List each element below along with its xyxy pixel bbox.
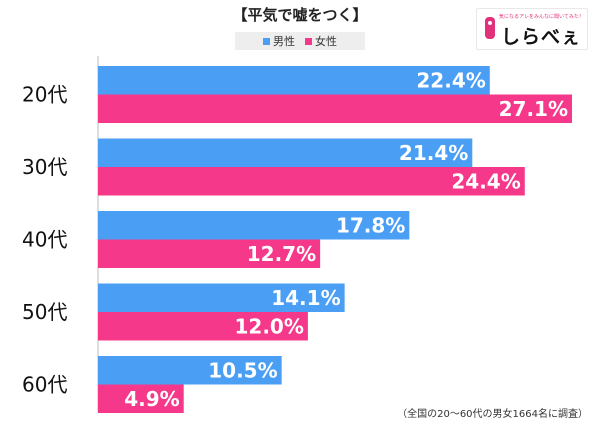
bar-male xyxy=(98,356,282,385)
legend-item-female: 女性 xyxy=(305,33,337,49)
shirabee-logo-icon xyxy=(485,17,495,39)
bar-male xyxy=(98,283,345,312)
value-label-male: 22.4% xyxy=(416,68,485,92)
bar-female xyxy=(98,312,308,341)
value-label-male: 14.1% xyxy=(271,286,340,310)
value-label-male: 21.4% xyxy=(399,141,468,165)
bar-male xyxy=(98,138,473,167)
logo-text: しらべぇ xyxy=(501,26,582,48)
value-label-female: 12.7% xyxy=(247,242,316,266)
bar-female xyxy=(98,167,525,196)
legend-swatch-male xyxy=(263,37,270,45)
value-label-male: 17.8% xyxy=(336,213,405,237)
value-label-female: 4.9% xyxy=(124,387,179,411)
bar-male xyxy=(98,211,410,240)
bar-female xyxy=(98,384,184,413)
bar-male xyxy=(98,66,490,95)
category-label: 40代 xyxy=(22,228,67,252)
chart-title: 【平気で嘘をつく】 xyxy=(232,6,368,24)
bar-female xyxy=(98,94,572,123)
survey-note: （全国の20～60代の男女1664名に調査） xyxy=(397,409,588,420)
value-label-female: 12.0% xyxy=(234,314,303,338)
category-label: 60代 xyxy=(22,373,67,397)
value-label-female: 24.4% xyxy=(451,169,520,193)
value-label-male: 10.5% xyxy=(208,358,277,382)
category-label: 50代 xyxy=(22,300,67,324)
legend-label-female: 女性 xyxy=(315,35,337,48)
value-label-female: 27.1% xyxy=(499,97,568,121)
legend-swatch-female xyxy=(305,37,312,45)
legend: 男性 女性 xyxy=(235,32,365,50)
legend-label-male: 男性 xyxy=(273,35,295,48)
legend-item-male: 男性 xyxy=(263,33,295,49)
shirabee-logo: 気になるアレをみんなに聞いてみた！ しらべぇ xyxy=(476,8,588,50)
category-label: 20代 xyxy=(22,83,67,107)
category-label: 30代 xyxy=(22,155,67,179)
bar-female xyxy=(98,239,321,268)
logo-tagline: 気になるアレをみんなに聞いてみた！ xyxy=(499,14,583,20)
